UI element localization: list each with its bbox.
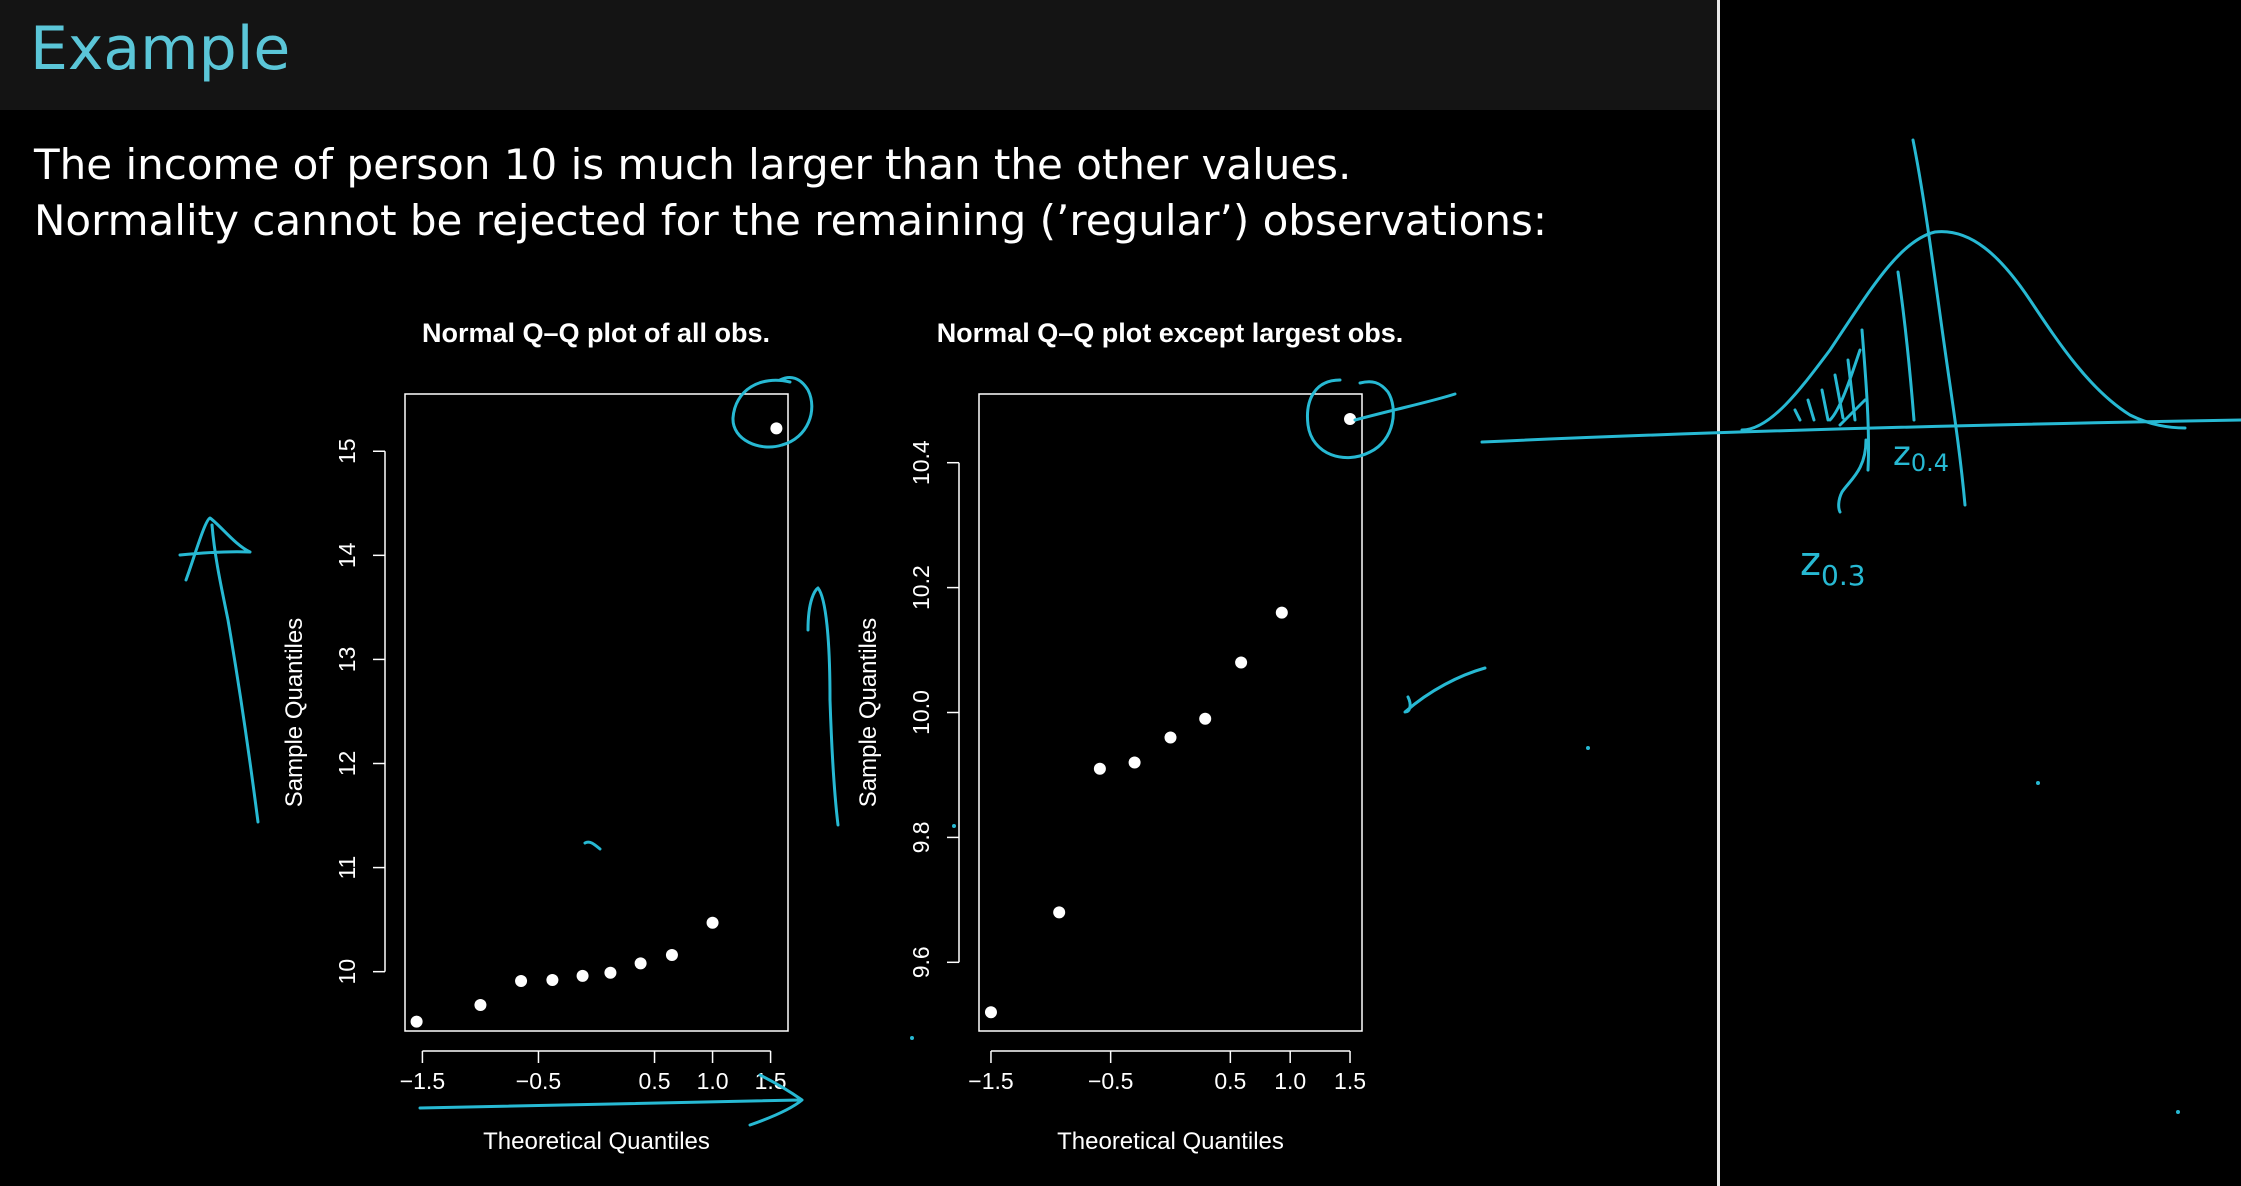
ink-circle-outlier-2 — [1305, 378, 1457, 460]
plot-1-y-tick-label: 14 — [334, 542, 360, 568]
plot-1-data-point — [634, 957, 647, 970]
plot-1-x-tick-label: −0.5 — [516, 1068, 561, 1094]
ink-shaded-tail — [1793, 328, 1871, 472]
plot-2-y-tick-label: 10.4 — [908, 440, 934, 485]
ink-right-curve — [806, 586, 840, 827]
plot-2-data-point — [984, 1006, 997, 1019]
plot-2-x-tick-label: 0.5 — [1214, 1068, 1246, 1094]
plot-2-y-tick-label: 10.2 — [908, 565, 934, 610]
plot-2-data-point — [1093, 762, 1106, 775]
title-bar: Example — [0, 0, 1717, 110]
plot-1-data-point — [665, 949, 678, 962]
plot-1-x-tick-label: 0.5 — [639, 1068, 671, 1094]
plot-1-y-axis-label: Sample Quantiles — [281, 618, 308, 807]
plot-1-data-point — [410, 1015, 423, 1028]
plot-2-y-tick-label: 9.6 — [908, 946, 934, 978]
ink-bell-curve — [1740, 230, 2187, 432]
ink-speck — [910, 1036, 914, 1040]
plot-2-y-tick-label: 10.0 — [908, 690, 934, 735]
plot-1-data-point — [546, 973, 559, 986]
ink-axis-line — [1480, 418, 2241, 444]
ink-label-z04: z0.4 — [1893, 434, 1949, 477]
plot-2-x-tick-label: 1.5 — [1334, 1068, 1366, 1094]
plot-2-data-point — [1164, 731, 1177, 744]
plot-1-x-tick-label: −1.5 — [400, 1068, 445, 1094]
ink-tail-pointer — [1837, 438, 1868, 514]
plot-2-data-point — [1199, 712, 1212, 725]
slide-title: Example — [30, 14, 291, 84]
plot-1-data-point — [770, 422, 783, 435]
plot-1-data-point — [474, 998, 487, 1011]
plot-1-y-tick-label: 13 — [334, 647, 360, 673]
body-line-1: The income of person 10 is much larger t… — [34, 140, 1352, 189]
ink-small-mark — [583, 840, 602, 851]
whiteboard-panel — [1720, 0, 2241, 1186]
ink-speck — [2176, 1110, 2180, 1114]
ink-up-arrow — [178, 516, 260, 824]
plot-2-data-point — [1053, 906, 1066, 919]
plot-1-data-point — [576, 969, 589, 982]
ink-speck — [2036, 781, 2040, 785]
plot-2-x-axis-label: Theoretical Quantiles — [1057, 1128, 1284, 1155]
plot-1-data-point — [706, 916, 719, 929]
plot-2-data-point — [1128, 756, 1141, 769]
plot-1-data-point — [515, 975, 528, 988]
plot-2-y-axis-label: Sample Quantiles — [855, 618, 882, 807]
plot-2-x-tick-label: −0.5 — [1088, 1068, 1133, 1094]
plot-2-title: Normal Q–Q plot except largest obs. — [937, 318, 1404, 348]
plot-2-data-point — [1275, 606, 1288, 619]
plot-1-data-point — [604, 966, 617, 979]
plot-1-y-tick-label: 12 — [334, 751, 360, 777]
ink-bottom-arrow — [418, 1073, 804, 1127]
whiteboard-divider — [1717, 0, 1720, 1186]
ink-vertical-line-1 — [1911, 138, 1967, 507]
ink-vertical-line-2 — [1896, 270, 1916, 422]
plot-1-title: Normal Q–Q plot of all obs. — [422, 318, 770, 348]
plot-2-x-tick-label: 1.0 — [1274, 1068, 1306, 1094]
plot-1-frame — [404, 393, 789, 1032]
plot-2-data-point — [1344, 412, 1357, 425]
plot-1-y-tick-label: 10 — [334, 959, 360, 985]
plot-2-y-tick-label: 9.8 — [908, 821, 934, 853]
plot-1-y-tick-label: 11 — [334, 856, 360, 880]
plot-1-y-tick-label: 15 — [334, 438, 360, 464]
body-line-2: Normality cannot be rejected for the rem… — [34, 196, 1548, 245]
slide: Example The income of person 10 is much … — [0, 0, 1717, 245]
ink-check-mark — [1403, 666, 1487, 714]
plot-2-data-point — [1235, 656, 1248, 669]
ink-label-z03: z0.3 — [1800, 539, 1866, 592]
plot-2-frame — [978, 393, 1363, 1032]
ink-speck — [1586, 746, 1590, 750]
plot-1-x-axis-label: Theoretical Quantiles — [483, 1128, 710, 1155]
ink-speck — [952, 824, 956, 828]
plot-1-x-tick-label: 1.0 — [697, 1068, 729, 1094]
ink-circle-outlier-1 — [731, 376, 814, 449]
plot-2-x-tick-label: −1.5 — [968, 1068, 1013, 1094]
